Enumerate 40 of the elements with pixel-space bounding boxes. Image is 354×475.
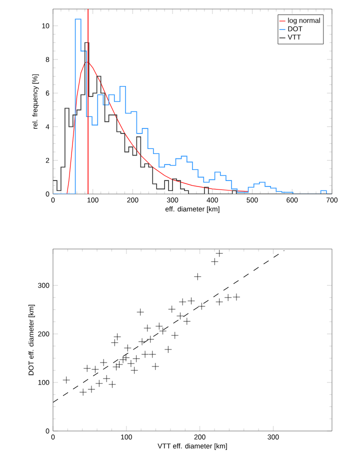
point bbox=[102, 374, 110, 382]
point bbox=[79, 388, 87, 396]
point bbox=[138, 338, 146, 346]
point bbox=[188, 297, 195, 305]
point bbox=[152, 362, 160, 370]
point bbox=[210, 258, 218, 266]
point bbox=[183, 318, 191, 326]
point bbox=[148, 350, 156, 358]
point bbox=[92, 366, 99, 374]
point bbox=[62, 376, 70, 384]
point bbox=[178, 298, 186, 306]
point bbox=[132, 354, 140, 362]
point bbox=[216, 250, 224, 258]
point bbox=[194, 272, 202, 280]
point bbox=[171, 332, 179, 340]
point bbox=[122, 354, 130, 362]
point bbox=[168, 305, 176, 313]
point bbox=[224, 294, 232, 302]
point bbox=[83, 364, 91, 372]
point bbox=[100, 358, 108, 366]
point bbox=[232, 293, 240, 301]
point bbox=[88, 386, 96, 393]
point bbox=[119, 356, 127, 364]
point bbox=[144, 324, 152, 332]
point bbox=[146, 336, 154, 343]
point bbox=[114, 333, 122, 341]
point bbox=[124, 344, 132, 352]
point bbox=[136, 308, 144, 316]
point bbox=[141, 350, 149, 358]
point bbox=[112, 363, 120, 371]
point bbox=[164, 346, 172, 354]
point bbox=[130, 366, 138, 374]
point bbox=[116, 360, 123, 368]
point bbox=[216, 298, 224, 306]
point bbox=[127, 360, 135, 368]
point bbox=[110, 338, 118, 346]
point bbox=[108, 380, 116, 388]
point bbox=[198, 302, 206, 310]
point bbox=[176, 312, 184, 320]
point bbox=[95, 380, 103, 388]
